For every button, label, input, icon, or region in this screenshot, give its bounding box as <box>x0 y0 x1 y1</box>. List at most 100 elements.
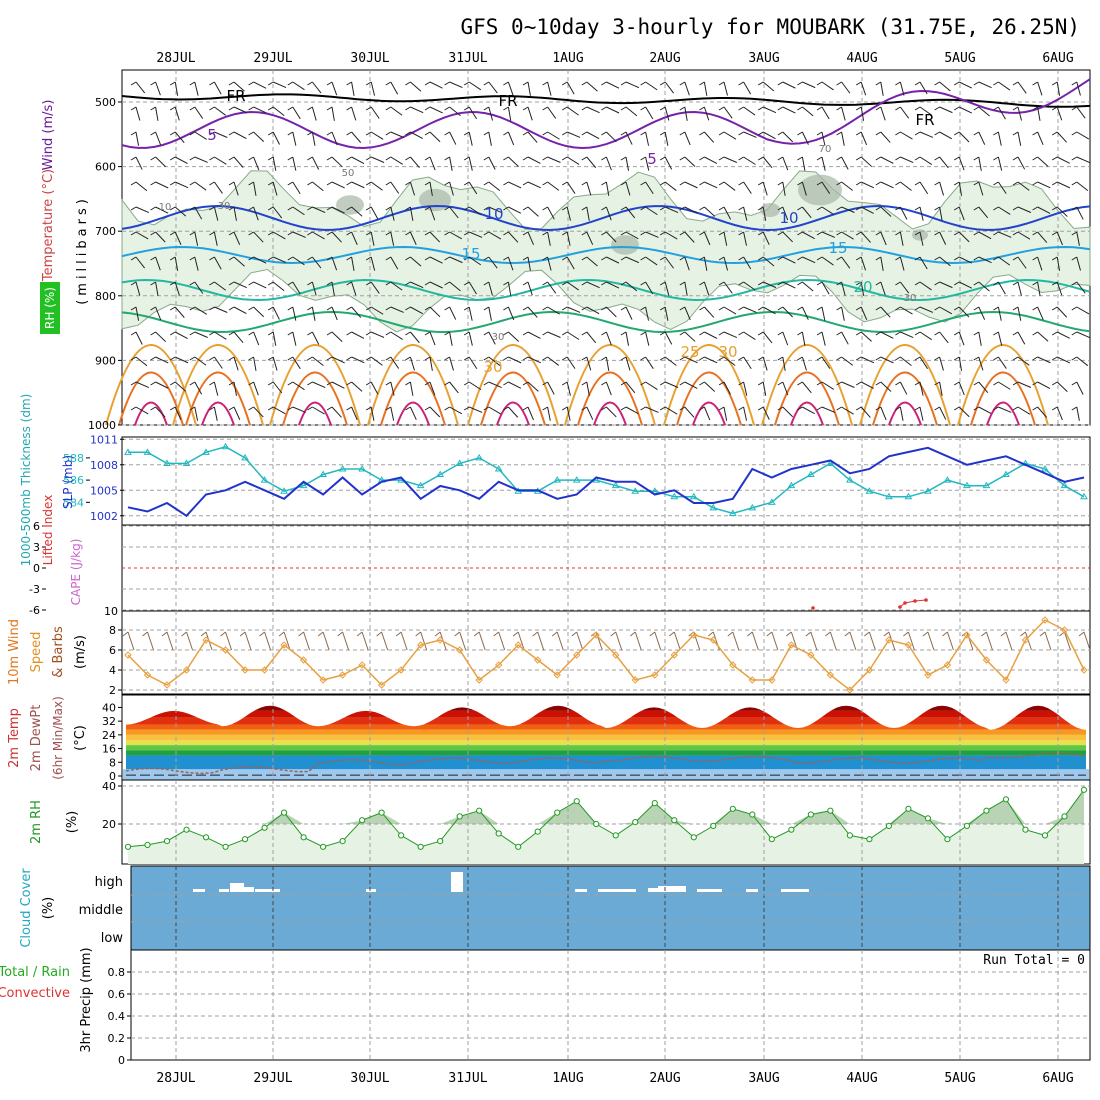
surface-wind-barb-flag <box>278 631 285 637</box>
wind-barb-flag <box>483 381 490 386</box>
wind-barb-flag <box>816 306 823 311</box>
wind-barb-flag <box>1012 256 1019 261</box>
wind-barb <box>253 156 260 171</box>
wind-barb <box>821 281 830 295</box>
wind-barb-flag <box>1051 156 1058 161</box>
wind-barb <box>547 231 551 246</box>
wind-barb-flag <box>640 381 646 386</box>
wind-barb-flag <box>189 281 196 286</box>
wind-barb-flag <box>542 181 548 186</box>
surface-wind-barb <box>1044 631 1052 651</box>
wind-barb-flag <box>463 406 470 411</box>
wind-barb <box>272 156 277 171</box>
isotherm-label: FR <box>915 111 934 129</box>
wind-barb <box>841 131 845 146</box>
cloud-high-bar <box>366 889 376 892</box>
rh-grid <box>122 780 1090 864</box>
surface-wind-barb-flag <box>1000 631 1007 637</box>
rh-contour-label: 70 <box>819 144 832 155</box>
wind-speed-point <box>455 646 464 654</box>
wind-barb <box>449 331 453 346</box>
wind-speed-line <box>127 619 1085 692</box>
thickness-point <box>299 481 308 489</box>
wind-barb-flag <box>561 81 568 86</box>
wind-barb-flag <box>248 406 254 411</box>
wind-tick: 4 <box>109 664 116 677</box>
wind-barb-flag <box>895 406 901 411</box>
surface-wind-barb-flag <box>707 631 714 637</box>
wind-barb-flag <box>209 106 215 111</box>
wind-barb <box>939 206 943 221</box>
wind-grid <box>122 611 1090 694</box>
rh-contour-label: 30 <box>904 293 917 304</box>
wind-barb-flag <box>914 256 921 261</box>
wind-barb-flag <box>189 306 196 311</box>
wind-barb-flag <box>346 206 352 211</box>
wind-barb-flag <box>601 381 607 386</box>
wind-barb-flag <box>993 206 999 211</box>
rh-point <box>632 819 639 826</box>
wind-barb-flag <box>130 131 137 136</box>
lifted-index-tick: -6 <box>29 604 40 617</box>
wind-barb-flag <box>287 131 294 136</box>
wind-barb <box>468 131 473 146</box>
wind-barb <box>1037 256 1043 271</box>
wind-speed-point <box>943 661 952 669</box>
surface-wind-barb-flag <box>629 631 636 637</box>
wind-barb <box>253 406 264 418</box>
wind-barb-flag <box>189 206 196 211</box>
wind-barb <box>155 281 159 296</box>
wind-barb <box>273 81 287 89</box>
wind-barb-flag <box>503 406 509 411</box>
surface-wind-barb <box>303 631 311 651</box>
wind-barb-flag <box>228 331 235 336</box>
date-label: 4AUG <box>846 1071 877 1086</box>
wind-barb <box>233 131 247 139</box>
wind-barb <box>488 306 492 321</box>
wind-barb-flag <box>1071 181 1078 186</box>
wind-barb <box>566 406 571 421</box>
wind-barb-flag <box>169 106 176 111</box>
wind-barb <box>605 356 610 371</box>
wind-barb-flag <box>307 131 313 136</box>
wind-barb-flag <box>503 106 509 111</box>
surface-wind-barb <box>615 631 623 651</box>
wind-barb <box>645 156 650 171</box>
thickness-point <box>904 492 913 500</box>
thickness-point <box>924 487 932 494</box>
wind-barb <box>312 256 322 269</box>
wind-barb-flag <box>150 231 156 236</box>
wind-barb-flag <box>855 206 862 211</box>
wind-barb-flag <box>620 231 627 236</box>
wind-barb <box>939 181 945 196</box>
wind-barb <box>527 181 541 189</box>
wind-barb-flag <box>542 356 548 361</box>
wind-barb-flag <box>326 331 333 336</box>
wind-barb-flag <box>287 356 294 361</box>
wind-barb-flag <box>365 331 372 336</box>
surface-wind-barb <box>517 631 525 651</box>
cloud-bars <box>193 872 809 892</box>
wind-barb <box>899 406 904 421</box>
wind-barb <box>449 181 454 196</box>
wind-barb-flag <box>444 206 450 211</box>
wind-barb <box>723 131 737 140</box>
wind-barb-flag <box>934 256 940 261</box>
rh-point <box>320 843 327 850</box>
wind-barb <box>899 231 904 246</box>
isotherm-35-arc <box>480 371 546 426</box>
wind-barb <box>507 131 515 146</box>
wind-barb-flag <box>777 406 784 411</box>
wind-speed-point <box>260 666 269 674</box>
isotherm-35-arc <box>185 371 251 426</box>
wind-barb <box>625 181 631 196</box>
wind-barb-flag <box>405 331 411 336</box>
thickness-line <box>128 445 1085 515</box>
surface-wind-barb-flag <box>1078 631 1085 637</box>
wind-barb-flag <box>444 256 450 261</box>
wind-barb <box>292 281 301 295</box>
wind-barb <box>429 256 443 264</box>
wind-barb <box>841 181 854 191</box>
lifted-index-point <box>913 599 917 603</box>
